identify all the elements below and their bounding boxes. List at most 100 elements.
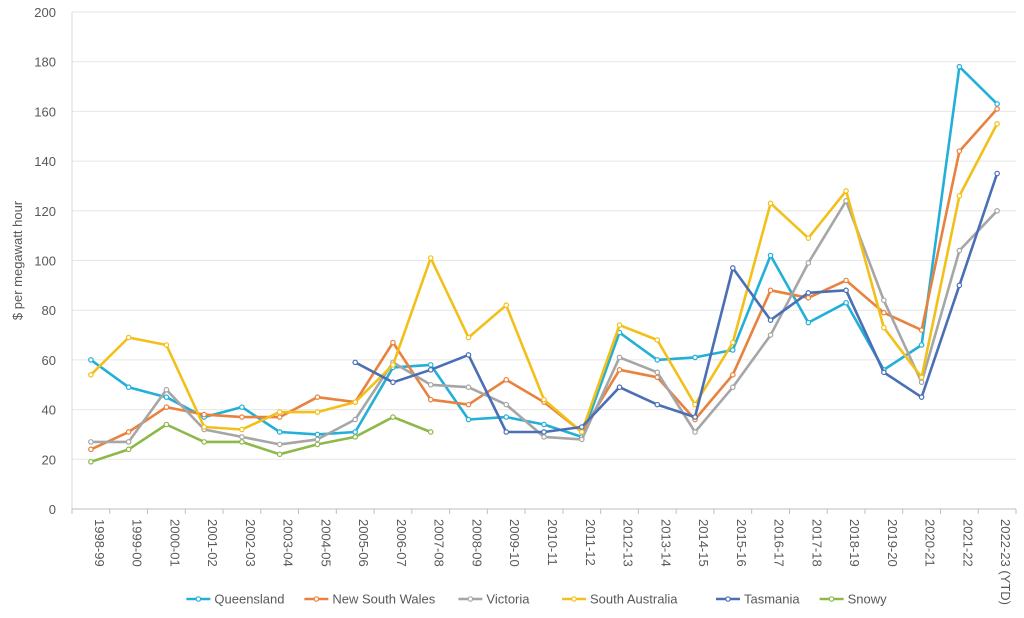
- series-line: [353, 172, 999, 434]
- data-point: [881, 324, 887, 331]
- data-point: [805, 235, 812, 241]
- y-tick-label: 180: [34, 55, 56, 70]
- data-point: [125, 446, 132, 453]
- data-point: [239, 426, 245, 433]
- data-point: [125, 384, 132, 391]
- data-point: [465, 384, 472, 391]
- data-point: [805, 319, 812, 326]
- data-point: [994, 121, 1000, 127]
- series-tasmania: [352, 170, 1000, 435]
- data-point: [427, 362, 434, 368]
- data-point: [578, 424, 585, 430]
- data-point: [918, 342, 925, 348]
- data-point: [918, 394, 925, 400]
- y-tick-label: 200: [34, 5, 56, 20]
- data-point: [503, 302, 510, 309]
- data-point: [427, 429, 434, 435]
- data-point: [314, 394, 321, 400]
- y-tick-label: 100: [34, 254, 56, 269]
- data-point: [729, 384, 736, 391]
- data-point: [163, 386, 170, 393]
- data-point: [616, 367, 623, 373]
- x-tick-label: 2020-21: [923, 519, 938, 567]
- data-point: [314, 441, 321, 448]
- data-point: [88, 458, 94, 465]
- data-point: [239, 439, 245, 445]
- data-point: [465, 334, 472, 341]
- x-tick-label: 2022-23 (YTD): [998, 519, 1013, 605]
- x-tick-label: 2010-11: [545, 519, 560, 566]
- series-victoria: [88, 198, 1000, 448]
- data-point: [918, 379, 925, 386]
- data-point: [352, 416, 359, 423]
- legend-marker: [195, 596, 202, 602]
- y-tick-label: 160: [34, 104, 56, 119]
- x-tick-label: 2015-16: [734, 519, 749, 567]
- x-tick-label: 2016-17: [772, 519, 787, 567]
- data-point: [201, 411, 207, 418]
- x-tick-label: 2006-07: [394, 519, 409, 567]
- x-tick-label: 2013-14: [658, 519, 673, 567]
- y-tick-label: 40: [42, 403, 56, 418]
- data-point: [578, 436, 585, 443]
- x-tick-label: 2002-03: [243, 519, 258, 567]
- data-point: [503, 429, 510, 435]
- data-point: [654, 401, 661, 408]
- data-point: [276, 451, 283, 458]
- series-line: [89, 65, 999, 439]
- data-point: [503, 414, 510, 420]
- legend-item: Tasmania: [716, 592, 800, 607]
- data-point: [352, 359, 359, 366]
- x-tick-label: 1999-00: [130, 519, 145, 567]
- data-point: [843, 299, 849, 306]
- legend-label: Snowy: [848, 592, 888, 607]
- data-point: [767, 252, 774, 259]
- data-point: [465, 352, 472, 358]
- x-tick-label: 2021-22: [960, 519, 975, 567]
- data-point: [918, 327, 925, 333]
- data-point: [654, 357, 661, 363]
- data-point: [767, 287, 774, 294]
- legend-label: South Australia: [590, 592, 678, 607]
- legend-label: Queensland: [214, 592, 284, 607]
- data-point: [276, 429, 283, 435]
- data-point: [843, 188, 849, 194]
- legend-label: New South Wales: [332, 592, 435, 607]
- data-point: [125, 429, 132, 435]
- series-line: [89, 415, 432, 464]
- legend-marker: [725, 596, 731, 602]
- data-point: [125, 439, 132, 445]
- data-point: [994, 106, 1000, 112]
- legend-marker: [828, 596, 835, 602]
- data-point: [805, 290, 812, 296]
- data-point: [541, 434, 547, 440]
- data-point: [427, 396, 434, 403]
- data-point: [729, 339, 736, 346]
- data-point: [843, 277, 849, 284]
- data-point: [427, 367, 434, 373]
- data-point: [390, 379, 396, 386]
- data-point: [314, 409, 321, 415]
- data-point: [427, 381, 434, 388]
- data-point: [654, 369, 661, 376]
- data-point: [390, 414, 396, 420]
- data-point: [352, 429, 359, 435]
- series-line: [89, 122, 999, 434]
- data-point: [692, 429, 698, 435]
- y-tick-label: 80: [42, 303, 56, 318]
- data-point: [88, 439, 94, 445]
- data-point: [918, 374, 925, 381]
- data-point: [390, 339, 396, 346]
- data-point: [729, 265, 736, 271]
- x-tick-label: 2009-10: [507, 519, 522, 567]
- data-point: [767, 317, 774, 323]
- data-point: [276, 414, 283, 420]
- legend-label: Tasmania: [744, 592, 800, 607]
- data-point: [541, 421, 547, 428]
- legend-item: Snowy: [819, 592, 888, 607]
- data-point: [276, 409, 283, 415]
- series-lines: [88, 63, 1000, 465]
- data-point: [729, 347, 736, 353]
- y-tick-label: 0: [49, 502, 56, 517]
